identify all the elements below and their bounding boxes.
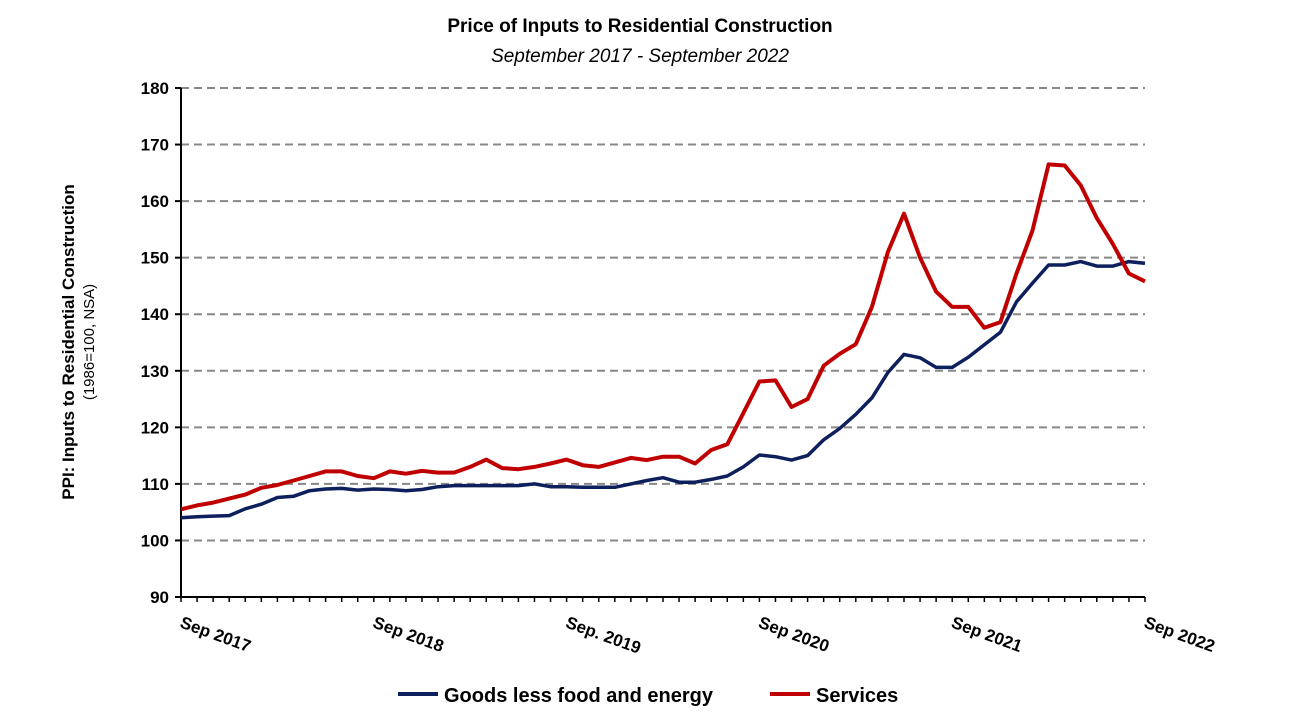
y-axis-label: PPI: Inputs to Residential Construction [59, 184, 78, 499]
legend-label-services: Services [816, 685, 898, 707]
x-tick-label: Sep 2020 [756, 613, 832, 656]
y-tick-label: 170 [141, 136, 169, 155]
y-tick-label: 100 [141, 531, 169, 550]
y-axis-sublabel: (1986=100, NSA) [81, 284, 98, 400]
chart-subtitle: September 2017 - September 2022 [491, 46, 789, 67]
y-tick-label: 90 [150, 588, 169, 607]
x-tick-label: Sep 2021 [949, 613, 1025, 656]
y-tick-label: 140 [141, 305, 169, 324]
legend-label-goods: Goods less food and energy [444, 685, 714, 707]
series-line-goods [180, 259, 1146, 520]
chart-title: Price of Inputs to Residential Construct… [447, 16, 832, 37]
x-tick-label: Sep 2018 [370, 613, 446, 656]
x-tick-label: Sep 2022 [1142, 613, 1218, 656]
y-tick-label: 160 [141, 192, 169, 211]
legend: Goods less food and energy Services [398, 685, 898, 707]
x-tick-label: Sep 2017 [178, 613, 254, 656]
y-tick-label: 120 [141, 418, 169, 437]
y-tick-label: 130 [141, 362, 169, 381]
y-tick-label: 110 [142, 475, 169, 494]
y-tick-label: 180 [141, 79, 169, 98]
x-tick-label: Sep. 2019 [563, 613, 643, 658]
y-tick-label: 150 [141, 249, 169, 268]
series-line-services [180, 162, 1146, 512]
